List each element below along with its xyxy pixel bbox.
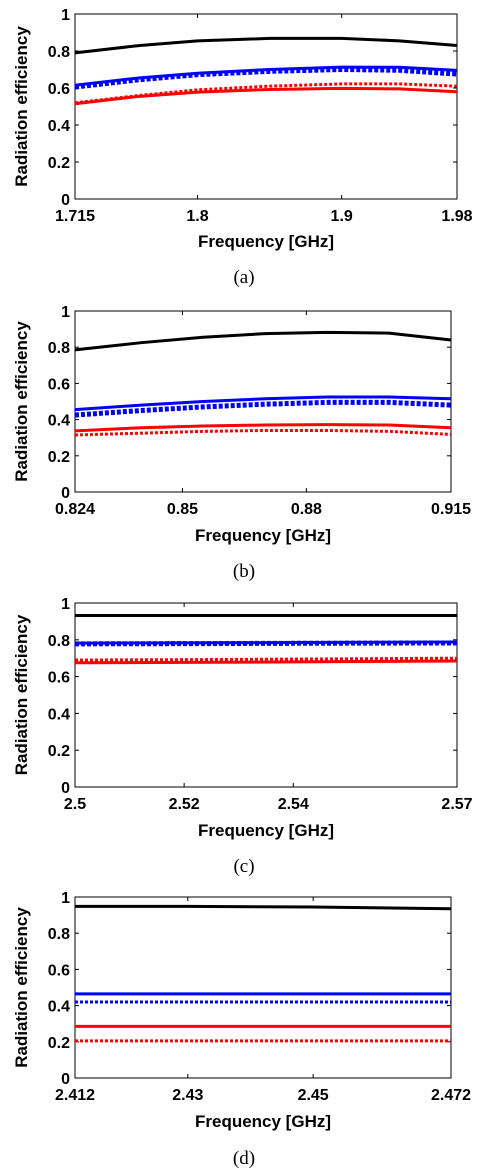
series-line-red-solid [74,423,452,433]
x-tick-label: 2.412 [55,1087,95,1104]
y-axis-label: Radiation efficiency [12,321,31,482]
x-tick-label: 0.88 [291,501,322,518]
series-line-red-dotted [74,82,458,105]
series-line-red-dotted [74,428,452,437]
x-tick-label: 0.824 [55,501,95,518]
y-axis-label: Radiation efficiency [12,907,31,1068]
y-tick-label: 0.8 [48,44,70,61]
series-line-red-dotted [74,656,458,662]
y-tick-label: 0.8 [48,926,70,943]
chart-panel: 0 0.2 0.4 0.6 0.8 1 1.715 1.8 1.9 1.98 Frequency [… [12,7,473,288]
x-tick-label: 2.5 [64,796,86,813]
plot-frame [74,602,458,788]
y-axis-label: Radiation efficiency [12,614,31,775]
y-tick-label: 0.6 [48,376,70,393]
series-line-blue-dotted [74,67,458,90]
y-tick-label: 0 [61,780,70,797]
series-line-red-solid [74,659,458,665]
panel-caption: (d) [233,1148,255,1169]
x-axis-label: Frequency [GHz] [195,1112,331,1131]
panel-caption: (c) [233,856,254,877]
y-tick-label: 0.6 [48,962,70,979]
y-tick-label: 0.4 [48,413,70,430]
x-tick-label: 2.45 [298,1087,329,1104]
chart-panel: 0 0.2 0.4 0.6 0.8 1 2.412 2.43 2.45 2.472 Frequenc… [12,890,471,1169]
x-tick-label: 2.52 [169,796,200,813]
y-tick-label: 0.4 [48,118,70,135]
panel-caption: (b) [233,561,255,582]
x-tick-label: 0.915 [431,501,471,518]
y-axis-label: Radiation efficiency [12,26,31,187]
y-tick-label: 0.8 [48,340,70,357]
y-tick-label: 0.8 [48,633,70,650]
x-tick-label: 1.9 [331,208,353,225]
x-tick-label: 1.715 [55,208,95,225]
x-tick-label: 0.85 [167,501,198,518]
y-tick-label: 0.2 [48,743,70,760]
x-tick-label: 2.57 [441,796,472,813]
y-tick-label: 0.6 [48,81,70,98]
series-line-black-solid [74,330,452,352]
y-tick-label: 0 [61,1071,70,1088]
y-tick-label: 0 [61,485,70,502]
x-tick-label: 1.98 [441,208,472,225]
y-tick-label: 0.2 [48,449,70,466]
plot-frame [74,896,452,1079]
y-tick-label: 0.4 [48,706,70,723]
y-tick-label: 1 [61,304,70,321]
x-tick-label: 2.54 [278,796,309,813]
y-tick-label: 1 [61,596,70,613]
x-axis-label: Frequency [GHz] [198,232,334,251]
y-tick-label: 0 [61,192,70,209]
y-tick-label: 0.4 [48,999,70,1016]
y-tick-label: 1 [61,890,70,907]
x-tick-label: 1.8 [186,208,208,225]
series-line-blue-solid [74,395,452,412]
series-line-black-solid [75,904,452,911]
x-tick-label: 2.43 [172,1087,203,1104]
x-axis-label: Frequency [GHz] [198,821,334,840]
y-tick-label: 0.6 [48,670,70,687]
y-tick-label: 0.2 [48,155,70,172]
chart-panel: 0 0.2 0.4 0.6 0.8 1 0.824 0.85 0.88 0.915 Frequenc… [12,304,471,582]
y-tick-label: 1 [61,7,70,24]
series-line-black-solid [74,36,458,55]
chart-panel: 0 0.2 0.4 0.6 0.8 1 2.5 2.52 2.54 2.57 Frequency [… [12,596,473,877]
x-tick-label: 2.472 [431,1087,471,1104]
x-axis-label: Frequency [GHz] [195,526,331,545]
panel-caption: (a) [233,267,254,288]
y-tick-label: 0.2 [48,1035,70,1052]
series-line-blue-dotted [74,399,452,418]
series-line-blue-dotted [74,640,458,647]
